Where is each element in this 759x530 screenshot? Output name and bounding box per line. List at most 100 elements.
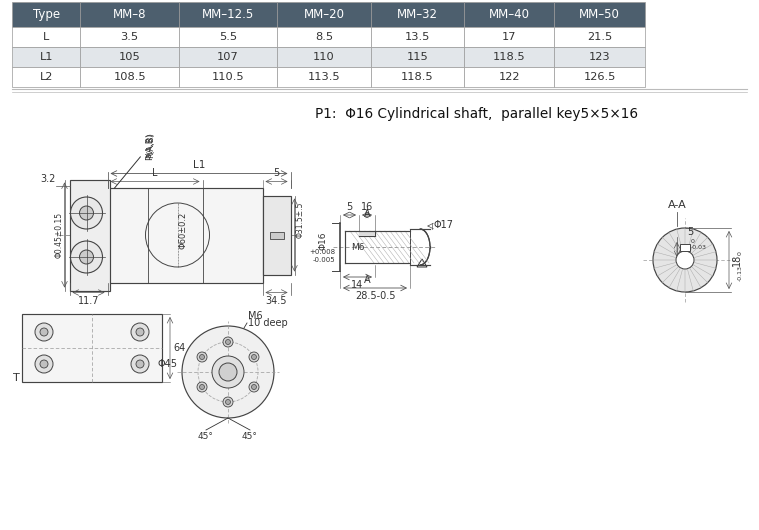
Text: Type: Type xyxy=(33,8,60,21)
Bar xyxy=(179,67,277,87)
Text: Φ16: Φ16 xyxy=(319,231,328,250)
Text: 28.5-0.5: 28.5-0.5 xyxy=(354,291,395,301)
Bar xyxy=(277,27,370,47)
Circle shape xyxy=(653,228,717,292)
Circle shape xyxy=(35,323,53,341)
Text: -0.13: -0.13 xyxy=(738,265,743,281)
Text: 11.7: 11.7 xyxy=(77,296,99,305)
Bar xyxy=(464,47,554,67)
Circle shape xyxy=(249,352,259,362)
Text: 110: 110 xyxy=(313,52,335,62)
Bar xyxy=(179,27,277,47)
Text: 45°: 45° xyxy=(198,432,214,441)
Circle shape xyxy=(80,206,93,220)
Bar xyxy=(179,47,277,67)
Text: 18: 18 xyxy=(732,254,742,266)
Text: -0.005: -0.005 xyxy=(313,257,335,263)
Circle shape xyxy=(223,397,233,407)
Text: 5: 5 xyxy=(273,169,279,179)
Text: MM–20: MM–20 xyxy=(304,8,345,21)
Bar xyxy=(680,244,690,251)
Text: T: T xyxy=(13,373,20,383)
Circle shape xyxy=(136,328,144,336)
Bar xyxy=(370,67,464,87)
Bar xyxy=(12,27,80,47)
Text: 105: 105 xyxy=(118,52,140,62)
Bar xyxy=(12,2,80,27)
Text: 34.5: 34.5 xyxy=(266,296,287,305)
Text: 118.5: 118.5 xyxy=(493,52,525,62)
Circle shape xyxy=(71,197,102,229)
Bar xyxy=(80,2,179,27)
Text: L: L xyxy=(153,169,158,179)
Bar xyxy=(12,47,80,67)
Bar xyxy=(554,67,645,87)
Circle shape xyxy=(71,241,102,273)
Text: P(A,B): P(A,B) xyxy=(146,131,155,157)
Bar xyxy=(359,231,375,236)
Circle shape xyxy=(40,328,48,336)
Text: L2: L2 xyxy=(39,72,53,82)
Bar xyxy=(370,27,464,47)
Circle shape xyxy=(131,323,149,341)
Text: 0
-0.03: 0 -0.03 xyxy=(691,239,707,250)
Text: 17: 17 xyxy=(502,32,516,42)
Bar xyxy=(464,27,554,47)
Text: L1: L1 xyxy=(193,161,205,171)
Bar xyxy=(269,232,284,239)
Text: 0: 0 xyxy=(738,251,743,255)
Bar xyxy=(554,27,645,47)
Text: MM–12.5: MM–12.5 xyxy=(202,8,254,21)
Circle shape xyxy=(40,360,48,368)
Text: A: A xyxy=(364,209,370,219)
Text: MM–32: MM–32 xyxy=(397,8,438,21)
Circle shape xyxy=(251,355,257,359)
Bar xyxy=(277,67,370,87)
Text: 3.5: 3.5 xyxy=(121,32,139,42)
Bar xyxy=(70,180,109,290)
Bar xyxy=(22,314,162,382)
Text: A-A: A-A xyxy=(668,200,686,210)
Text: +0.008: +0.008 xyxy=(309,249,335,255)
Bar xyxy=(179,2,277,27)
Text: 5: 5 xyxy=(346,202,353,212)
Text: M6: M6 xyxy=(248,311,263,321)
Text: 3.2: 3.2 xyxy=(40,174,55,184)
Circle shape xyxy=(35,355,53,373)
Circle shape xyxy=(225,340,231,344)
Circle shape xyxy=(197,352,207,362)
Bar xyxy=(464,2,554,27)
Bar xyxy=(370,2,464,27)
Bar xyxy=(554,47,645,67)
Text: MM–40: MM–40 xyxy=(489,8,530,21)
Bar xyxy=(370,47,464,67)
Text: Φ0.45±0.15: Φ0.45±0.15 xyxy=(55,212,64,258)
Text: L: L xyxy=(43,32,49,42)
Text: 123: 123 xyxy=(589,52,610,62)
Text: P1:  Φ16 Cylindrical shaft,  parallel key5×5×16: P1: Φ16 Cylindrical shaft, parallel key5… xyxy=(315,107,638,121)
Bar xyxy=(80,67,179,87)
Text: 113.5: 113.5 xyxy=(307,72,340,82)
Text: P(A,B): P(A,B) xyxy=(115,132,154,188)
Bar xyxy=(554,2,645,27)
Text: 64: 64 xyxy=(173,343,185,353)
Circle shape xyxy=(249,382,259,392)
Circle shape xyxy=(251,384,257,390)
Circle shape xyxy=(200,384,204,390)
Bar xyxy=(464,67,554,87)
Text: Φ45: Φ45 xyxy=(158,359,178,369)
Text: 122: 122 xyxy=(499,72,520,82)
Text: 118.5: 118.5 xyxy=(401,72,433,82)
Bar xyxy=(80,27,179,47)
Text: 13.5: 13.5 xyxy=(405,32,430,42)
Circle shape xyxy=(212,356,244,388)
Text: 5.5: 5.5 xyxy=(219,32,237,42)
Bar xyxy=(12,67,80,87)
Circle shape xyxy=(223,337,233,347)
Text: 16: 16 xyxy=(361,202,373,212)
Circle shape xyxy=(136,360,144,368)
Text: 107: 107 xyxy=(217,52,239,62)
Circle shape xyxy=(197,382,207,392)
Text: A: A xyxy=(364,275,370,285)
Text: Φ31.5±.5: Φ31.5±.5 xyxy=(295,202,304,238)
